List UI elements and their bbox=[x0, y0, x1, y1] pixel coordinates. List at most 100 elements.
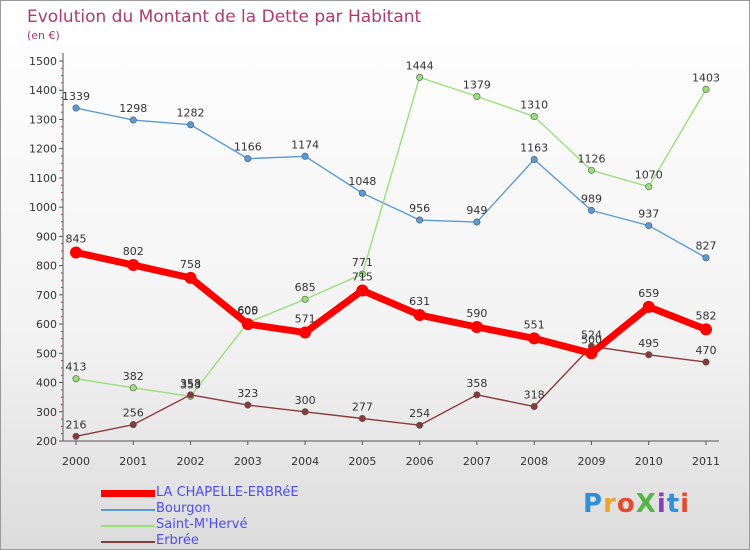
data-point bbox=[702, 254, 710, 262]
data-label: 937 bbox=[638, 208, 659, 221]
data-point bbox=[129, 421, 137, 429]
data-label: 216 bbox=[66, 418, 87, 431]
logo-letter: o bbox=[616, 489, 636, 519]
data-point bbox=[416, 216, 424, 224]
data-point bbox=[416, 421, 424, 429]
chart-title: Evolution du Montant de la Dette par Hab… bbox=[27, 7, 422, 27]
data-label: 715 bbox=[352, 270, 373, 283]
data-label: 1282 bbox=[177, 107, 205, 120]
data-label: 605 bbox=[237, 305, 258, 318]
y-tick-label: 800 bbox=[36, 260, 57, 273]
y-tick-label: 400 bbox=[36, 377, 57, 390]
data-label: 256 bbox=[123, 407, 144, 420]
data-point bbox=[356, 284, 369, 297]
series-line bbox=[75, 76, 707, 397]
x-tick-label: 2010 bbox=[635, 455, 663, 468]
logo-letter: P bbox=[583, 489, 604, 519]
data-point bbox=[645, 351, 653, 359]
data-label: 845 bbox=[66, 232, 87, 245]
data-point bbox=[470, 321, 483, 333]
data-point bbox=[127, 259, 140, 272]
legend-swatch bbox=[101, 541, 155, 543]
data-label: 382 bbox=[123, 370, 144, 383]
data-point bbox=[700, 323, 712, 336]
data-point bbox=[301, 152, 309, 160]
data-label: 300 bbox=[295, 394, 316, 407]
data-point bbox=[301, 295, 309, 303]
data-label: 277 bbox=[352, 400, 373, 413]
x-tick-label: 2005 bbox=[348, 455, 376, 468]
data-label: 590 bbox=[466, 307, 487, 320]
data-point bbox=[72, 104, 80, 112]
logo-letter: i bbox=[680, 489, 691, 519]
data-point bbox=[301, 408, 309, 416]
legend-swatch bbox=[101, 509, 155, 511]
y-tick-label: 600 bbox=[36, 318, 57, 331]
data-point bbox=[645, 183, 653, 191]
data-point bbox=[530, 403, 538, 411]
x-tick-label: 2008 bbox=[520, 455, 548, 468]
data-label: 551 bbox=[524, 318, 545, 331]
data-point bbox=[72, 432, 80, 440]
data-point bbox=[129, 116, 137, 124]
chart-subtitle: (en €) bbox=[27, 29, 60, 42]
data-point bbox=[187, 121, 195, 129]
data-label: 1070 bbox=[635, 169, 663, 182]
data-label: 956 bbox=[409, 202, 430, 215]
x-tick-label: 2004 bbox=[291, 455, 319, 468]
data-point bbox=[585, 347, 598, 360]
data-point bbox=[241, 318, 254, 331]
data-label: 1310 bbox=[520, 99, 548, 112]
y-tick-label: 1100 bbox=[29, 172, 57, 185]
x-tick-label: 2007 bbox=[463, 455, 491, 468]
data-label: 500 bbox=[581, 333, 602, 346]
data-point bbox=[72, 375, 80, 383]
data-point bbox=[587, 166, 595, 174]
data-label: 827 bbox=[696, 240, 717, 253]
data-point bbox=[530, 113, 538, 121]
x-tick-label: 2006 bbox=[406, 455, 434, 468]
data-label: 1048 bbox=[348, 175, 376, 188]
data-label: 323 bbox=[237, 387, 258, 400]
data-label: 1298 bbox=[119, 102, 147, 115]
data-label: 571 bbox=[295, 313, 316, 326]
data-label: 254 bbox=[409, 407, 430, 420]
x-tick-label: 2009 bbox=[577, 455, 605, 468]
data-point bbox=[702, 85, 710, 93]
y-tick-label: 1300 bbox=[29, 113, 57, 126]
data-label: 600 bbox=[237, 304, 258, 317]
data-point bbox=[184, 271, 197, 284]
data-label: 771 bbox=[352, 256, 373, 269]
data-point bbox=[70, 246, 82, 259]
series-line bbox=[75, 345, 707, 438]
legend-swatch bbox=[101, 490, 155, 497]
data-point bbox=[358, 414, 366, 422]
data-label: 1444 bbox=[406, 59, 434, 72]
data-point bbox=[244, 401, 252, 409]
x-tick-label: 2002 bbox=[177, 455, 205, 468]
data-label: 949 bbox=[466, 204, 487, 217]
data-label: 358 bbox=[180, 377, 201, 390]
data-label: 470 bbox=[696, 344, 717, 357]
series-line bbox=[75, 249, 708, 357]
data-point bbox=[528, 332, 541, 345]
data-label: 1166 bbox=[234, 141, 262, 154]
data-point bbox=[244, 155, 252, 163]
y-tick-label: 300 bbox=[36, 406, 57, 419]
data-point bbox=[473, 92, 481, 100]
logo-letter: i bbox=[656, 489, 667, 519]
data-label: 495 bbox=[638, 337, 659, 350]
legend-label: Bourgon bbox=[156, 501, 211, 516]
legend-label: LA CHAPELLE-ERBRéE bbox=[156, 485, 299, 500]
data-label: 353 bbox=[180, 378, 201, 391]
legend-swatch bbox=[101, 525, 155, 527]
y-tick-label: 1000 bbox=[29, 201, 57, 214]
data-label: 318 bbox=[524, 389, 545, 402]
data-label: 358 bbox=[466, 377, 487, 390]
data-label: 802 bbox=[123, 245, 144, 258]
x-tick-label: 2000 bbox=[62, 455, 90, 468]
x-tick-label: 2011 bbox=[692, 455, 720, 468]
data-label: 413 bbox=[66, 361, 87, 374]
data-label: 631 bbox=[409, 295, 430, 308]
